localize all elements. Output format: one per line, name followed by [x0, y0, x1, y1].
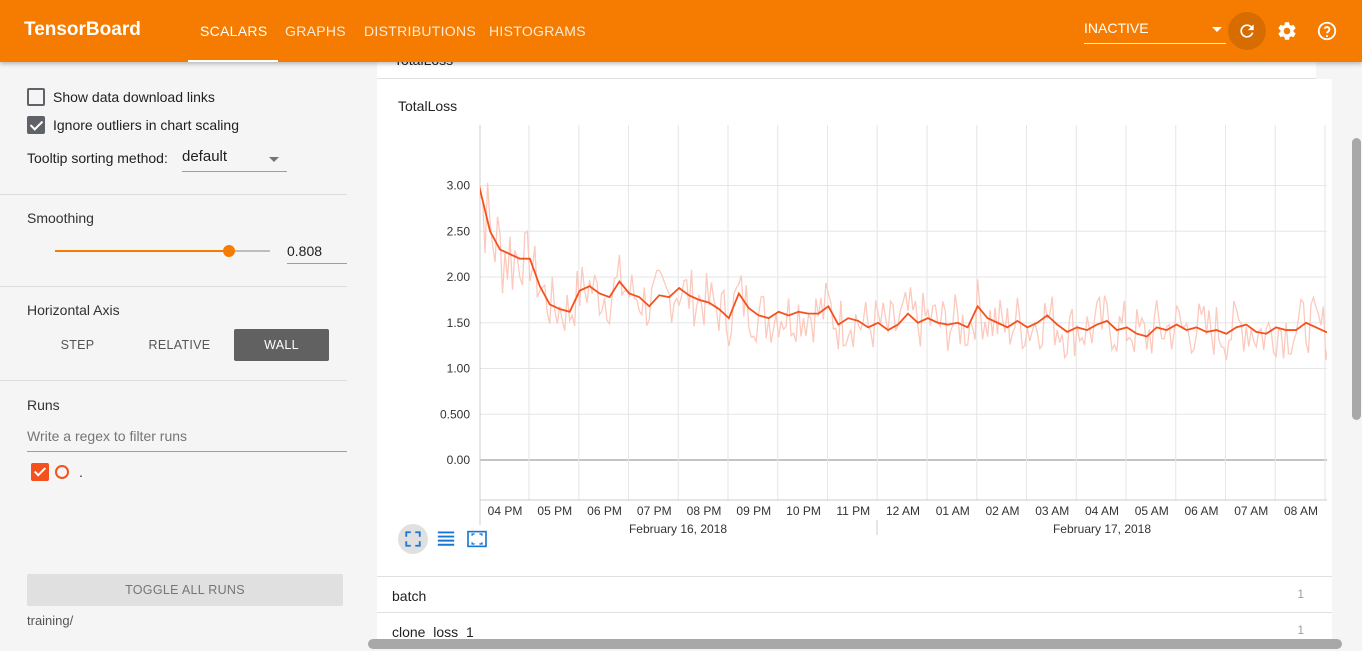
tab-distributions[interactable]: DISTRIBUTIONS — [364, 23, 477, 39]
y-tick-label: 2.00 — [447, 270, 471, 284]
main-panel: TotalLoss TotalLoss 0.000.5001.001.502.0… — [368, 52, 1362, 651]
x-tick-label: 12 AM — [886, 504, 920, 518]
tab-scalars[interactable]: SCALARS — [187, 0, 280, 62]
smoothing-slider[interactable] — [55, 245, 270, 257]
y-tick-label: 2.50 — [447, 224, 471, 238]
x-tick-label: 08 PM — [687, 504, 722, 518]
x-date-label: February 17, 2018 — [1053, 522, 1151, 536]
x-tick-label: 06 AM — [1184, 504, 1218, 518]
run-name: . — [79, 464, 83, 480]
show-download-links-toggle[interactable]: Show data download links — [27, 88, 215, 106]
smoothing-value-input[interactable]: 0.808 — [287, 240, 347, 264]
axis-step-button[interactable]: STEP — [60, 338, 95, 352]
ignore-outliers-checkbox[interactable] — [27, 116, 45, 134]
x-tick-label: 04 PM — [488, 504, 523, 518]
chevron-down-icon — [269, 157, 279, 162]
y-tick-label: 0.00 — [447, 453, 471, 467]
run-color-swatch — [55, 465, 69, 479]
x-tick-label: 08 AM — [1284, 504, 1318, 518]
app-title: TensorBoard — [24, 19, 141, 40]
axis-relative-button[interactable]: RELATIVE — [148, 338, 211, 352]
divider — [0, 194, 347, 195]
settings-button[interactable] — [1268, 12, 1306, 50]
x-tick-label: 05 AM — [1135, 504, 1169, 518]
x-tick-label: 02 AM — [985, 504, 1019, 518]
smoothed-series-line — [480, 185, 1327, 338]
tooltip-sorting-label: Tooltip sorting method: — [27, 150, 168, 166]
tooltip-sorting-dropdown[interactable]: default — [182, 148, 287, 172]
x-tick-label: 07 AM — [1234, 504, 1268, 518]
inactive-dropdown-label: INACTIVE — [1084, 20, 1149, 36]
category-count: 1 — [1297, 587, 1304, 601]
smoothing-slider-fill — [55, 250, 229, 252]
x-tick-label: 10 PM — [786, 504, 821, 518]
y-tick-label: 1.50 — [447, 316, 471, 330]
chart-card: TotalLoss 0.00 0.500 1.00 1.50 2.00 2.50 3.00 0… — [377, 79, 1332, 576]
runs-title: Runs — [27, 397, 60, 413]
fit-domain-button[interactable] — [398, 524, 428, 554]
category-batch[interactable]: batch 1 — [377, 576, 1332, 612]
horizontal-scrollbar[interactable] — [368, 639, 1342, 649]
run-checkbox[interactable] — [31, 463, 49, 481]
y-tick-label: 0.500 — [440, 407, 470, 421]
vertical-scrollbar[interactable] — [1352, 138, 1361, 420]
select-zoom-icon — [467, 530, 487, 548]
y-tick-label: 3.00 — [447, 179, 471, 193]
top-app-bar: TensorBoard SCALARS GRAPHS DISTRIBUTIONS… — [0, 0, 1362, 62]
smoothing-title: Smoothing — [27, 210, 94, 226]
x-tick-label: 01 AM — [936, 504, 970, 518]
reload-button[interactable] — [1228, 12, 1266, 50]
log-scale-button[interactable] — [431, 524, 461, 554]
horizontal-axis-title: Horizontal Axis — [27, 302, 120, 318]
tooltip-sorting-value: default — [182, 148, 228, 165]
chart[interactable]: 0.00 0.500 1.00 1.50 2.00 2.50 3.00 04 PM 05 PM 0… — [377, 79, 1332, 576]
category-count: 1 — [1297, 623, 1304, 637]
x-tick-label: 05 PM — [537, 504, 572, 518]
divider — [0, 380, 347, 381]
log-scale-icon — [437, 531, 455, 546]
run-item[interactable]: . — [31, 463, 83, 481]
sidebar: Show data download links Ignore outliers… — [0, 62, 368, 651]
tab-graphs[interactable]: GRAPHS — [285, 23, 346, 39]
x-tick-label: 04 AM — [1085, 504, 1119, 518]
y-tick-label: 1.00 — [447, 362, 471, 376]
ignore-outliers-toggle[interactable]: Ignore outliers in chart scaling — [27, 116, 239, 134]
x-tick-label: 07 PM — [637, 504, 672, 518]
reload-icon — [1240, 24, 1254, 38]
select-zoom-button[interactable] — [462, 524, 492, 554]
x-date-label: February 16, 2018 — [629, 522, 727, 536]
divider — [0, 286, 347, 287]
show-download-links-label: Show data download links — [53, 89, 215, 105]
help-icon — [1317, 21, 1337, 41]
help-button[interactable] — [1308, 12, 1346, 50]
category-name: batch — [392, 588, 427, 604]
x-tick-label: 09 PM — [736, 504, 771, 518]
show-download-links-checkbox[interactable] — [27, 88, 45, 106]
logdir-path: training/ — [27, 613, 74, 628]
axis-wall-button[interactable]: WALL — [234, 329, 329, 361]
fit-to-domain-icon — [405, 531, 421, 547]
tab-histograms[interactable]: HISTOGRAMS — [489, 23, 586, 39]
inactive-dashboards-dropdown[interactable]: INACTIVE — [1084, 20, 1226, 44]
x-tick-label: 03 AM — [1035, 504, 1069, 518]
smoothing-slider-handle[interactable] — [222, 245, 235, 257]
run-filter-input[interactable]: Write a regex to filter runs — [27, 428, 347, 452]
chevron-down-icon — [1212, 27, 1222, 32]
x-tick-label: 11 PM — [836, 504, 870, 518]
toggle-all-runs-button[interactable]: TOGGLE ALL RUNS — [27, 574, 343, 606]
x-tick-label: 06 PM — [587, 504, 622, 518]
chart-title: TotalLoss — [398, 98, 458, 114]
ignore-outliers-label: Ignore outliers in chart scaling — [53, 117, 239, 133]
raw-series-line — [480, 182, 1327, 361]
category-name: clone_loss_1 — [392, 624, 474, 640]
gear-icon — [1278, 22, 1296, 40]
run-filter-placeholder: Write a regex to filter runs — [27, 428, 188, 444]
